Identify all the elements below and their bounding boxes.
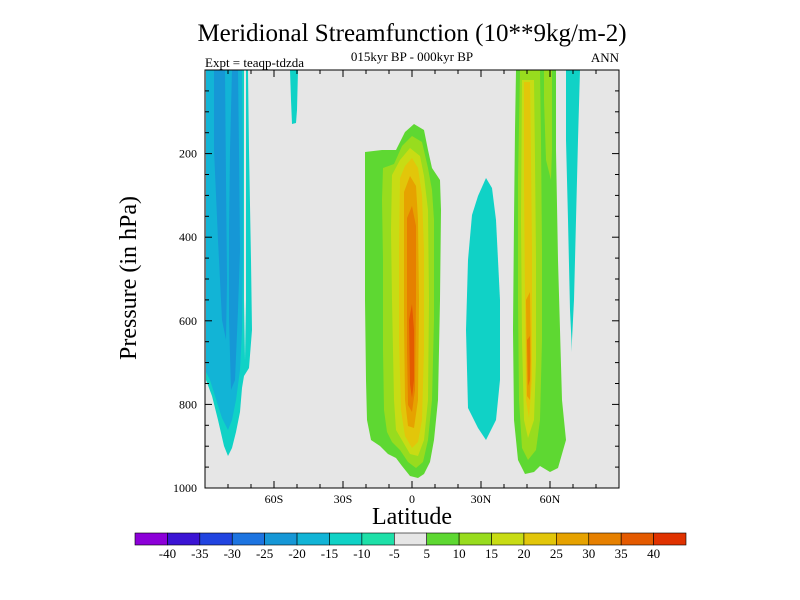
- cell-southern-negative: [206, 70, 298, 456]
- x-tick-label: 60N: [540, 492, 561, 506]
- colorbar-label: 25: [550, 546, 563, 561]
- y-tick-label: 800: [179, 397, 197, 411]
- contour-sh-20-a: [214, 70, 227, 340]
- colorbar-swatch: [134, 532, 168, 546]
- colorbar-label: -25: [256, 546, 273, 561]
- colorbar-label: 15: [485, 546, 498, 561]
- y-axis-label: Pressure (in hPa): [116, 196, 142, 360]
- colorbar-swatch: [199, 532, 233, 546]
- contour-tr-35: [409, 304, 414, 398]
- contour-sh-gap: [244, 70, 246, 360]
- colorbar-swatch: [167, 532, 201, 546]
- colorbar-swatch: [491, 532, 525, 546]
- y-tick-label: 600: [179, 314, 197, 328]
- colorbar-swatch: [264, 532, 298, 546]
- colorbar-label: -20: [288, 546, 305, 561]
- colorbar-swatch: [393, 532, 428, 546]
- plot-area: [206, 70, 580, 478]
- colorbar-swatch: [620, 532, 654, 546]
- contour-sh-20-b: [229, 70, 240, 390]
- colorbar-label: -40: [159, 546, 176, 561]
- experiment-label: Expt = teaqp-tdzda: [205, 55, 304, 70]
- season-label: ANN: [591, 50, 620, 65]
- colorbar-label: -5: [389, 546, 400, 561]
- colorbar-swatch: [458, 532, 492, 546]
- contour-np-10-b: [544, 70, 552, 180]
- colorbar-swatch: [426, 532, 460, 546]
- colorbar-label: -35: [191, 546, 208, 561]
- y-axis: 200 400 600 800 1000: [173, 90, 619, 495]
- colorbar-swatch: [523, 532, 557, 546]
- x-axis: 60S 30S 0 30N 60N: [227, 70, 597, 506]
- cell-northern-positive: [513, 70, 566, 474]
- colorbar-label: 30: [582, 546, 595, 561]
- x-axis-label: Latitude: [372, 504, 452, 530]
- colorbar: -40 -35 -30 -25 -20 -15 -10 -5 5 10 15 20 25 30 35 40: [134, 532, 687, 561]
- colorbar-swatch: [588, 532, 622, 546]
- x-tick-label: 60S: [265, 492, 284, 506]
- colorbar-label: -30: [224, 546, 241, 561]
- colorbar-swatch: [361, 532, 395, 546]
- cell-tropical-positive: [365, 124, 441, 478]
- colorbar-label: 35: [615, 546, 628, 561]
- contour-np-30: [527, 336, 530, 386]
- y-tick-label: 200: [179, 147, 197, 161]
- contour-sh-upper-thin: [290, 70, 298, 124]
- y-tick-label: 1000: [173, 481, 197, 495]
- colorbar-label: -10: [353, 546, 370, 561]
- x-tick-label: 0: [409, 492, 415, 506]
- x-tick-label: 30S: [334, 492, 353, 506]
- cell-northern-subtropical: [466, 178, 500, 440]
- contour-nh-10: [566, 70, 580, 352]
- y-tick-label: 400: [179, 230, 197, 244]
- colorbar-label: 10: [453, 546, 466, 561]
- cell-northern-high-lat: [566, 70, 580, 352]
- colorbar-label: 40: [647, 546, 660, 561]
- colorbar-swatch: [231, 532, 265, 546]
- chart-subtitle: 015kyr BP - 000kyr BP: [351, 49, 473, 64]
- colorbar-swatch: [556, 532, 590, 546]
- colorbar-label: -15: [321, 546, 338, 561]
- colorbar-swatch: [329, 532, 363, 546]
- chart-title: Meridional Streamfunction (10**9kg/m-2): [197, 20, 626, 47]
- colorbar-label: 20: [517, 546, 530, 561]
- colorbar-swatch: [296, 532, 330, 546]
- x-tick-label: 30N: [471, 492, 492, 506]
- contour-ns-10: [466, 178, 500, 440]
- colorbar-swatch: [653, 532, 687, 546]
- colorbar-label: 5: [423, 546, 430, 561]
